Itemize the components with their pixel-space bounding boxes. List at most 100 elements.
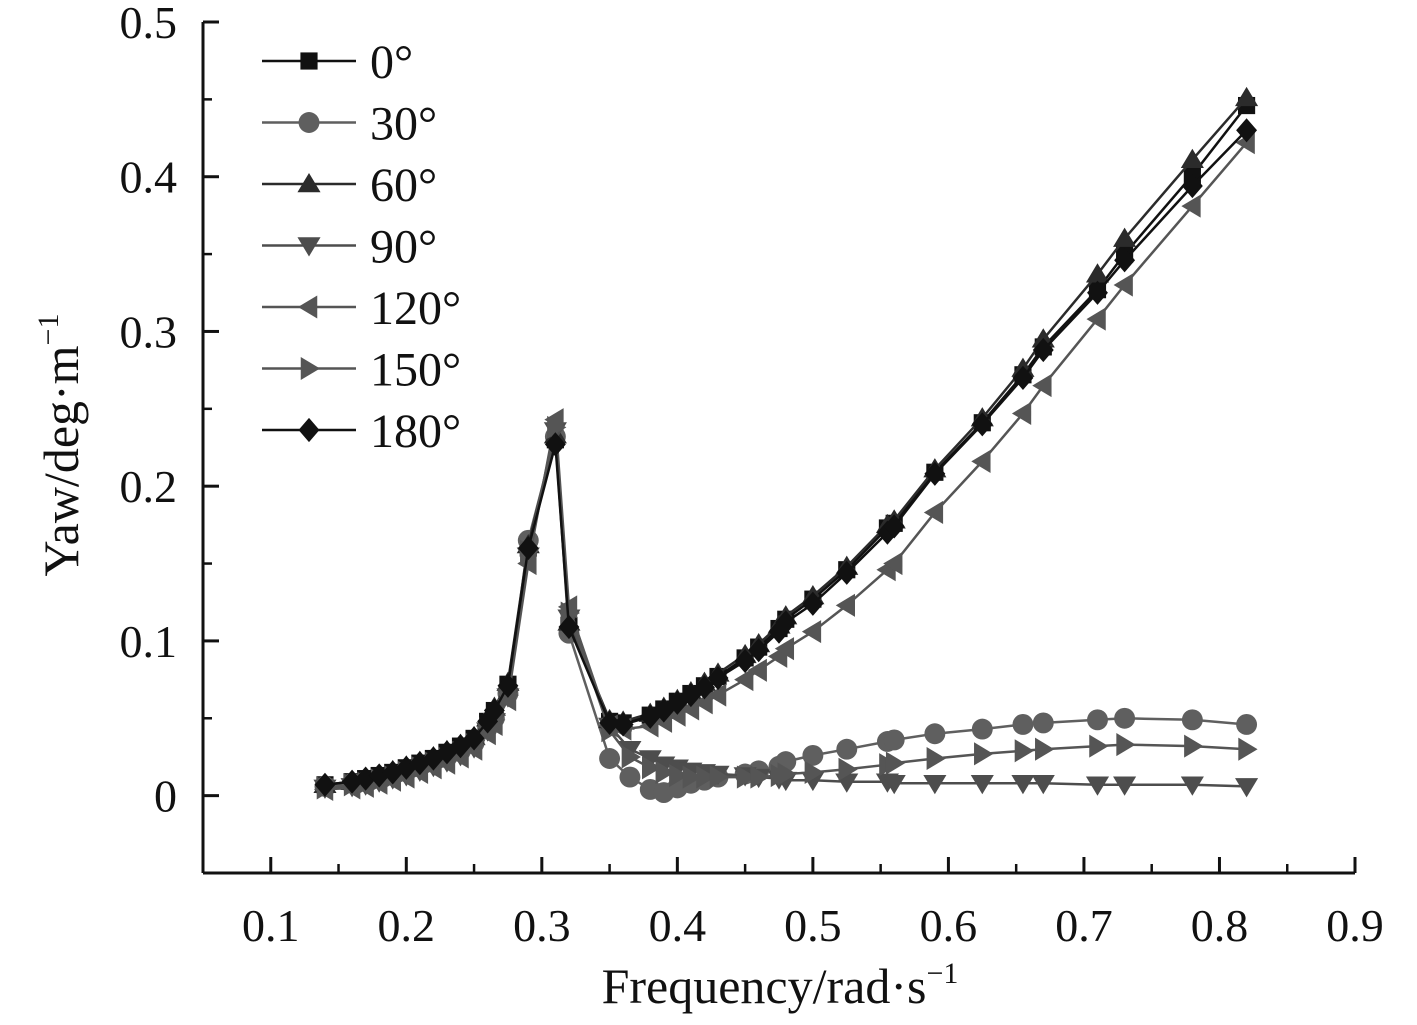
data-point xyxy=(1114,248,1136,273)
data-point xyxy=(707,665,729,691)
data-point xyxy=(560,601,580,625)
data-point xyxy=(1114,707,1136,729)
data-point xyxy=(619,766,641,788)
data-point xyxy=(1032,374,1052,398)
data-point xyxy=(544,432,566,457)
data-point xyxy=(1235,86,1259,107)
data-point xyxy=(838,757,858,781)
data-point xyxy=(653,698,675,723)
data-point xyxy=(655,760,675,784)
y-tick-label: 0.2 xyxy=(120,461,178,512)
y-tick-label: 0.1 xyxy=(120,616,178,667)
series-line xyxy=(324,141,1248,791)
series-line xyxy=(324,129,1248,787)
data-point xyxy=(641,756,662,780)
data-point xyxy=(801,620,822,644)
legend-marker xyxy=(297,237,321,257)
data-point xyxy=(802,744,824,766)
data-point xyxy=(971,449,991,473)
legend-label: 0° xyxy=(370,36,413,89)
data-point xyxy=(547,415,567,439)
data-point xyxy=(747,658,767,682)
series-4 xyxy=(313,131,1255,801)
series-6 xyxy=(314,118,1258,797)
data-point xyxy=(1011,401,1032,426)
legend-label: 30° xyxy=(370,98,437,151)
series-line xyxy=(324,104,1248,787)
y-tick-label: 0.3 xyxy=(120,306,178,357)
data-point xyxy=(1235,778,1259,798)
data-point xyxy=(368,763,390,788)
data-point xyxy=(1113,227,1137,247)
legend-marker xyxy=(298,417,320,443)
data-point xyxy=(1236,714,1258,735)
data-point xyxy=(883,729,905,751)
x-axis-title: Frequency/rad·s−1 xyxy=(602,957,959,1014)
data-point xyxy=(924,461,946,486)
data-point xyxy=(694,675,715,700)
data-point xyxy=(885,751,906,775)
data-point xyxy=(883,551,903,576)
data-point xyxy=(924,723,946,745)
data-point xyxy=(1012,365,1034,390)
data-point xyxy=(450,734,471,759)
data-point xyxy=(734,668,754,692)
x-tick-label: 0.8 xyxy=(1191,900,1249,951)
data-point xyxy=(923,775,947,795)
x-axis-title-superscript: −1 xyxy=(926,957,958,990)
data-point xyxy=(1238,737,1258,761)
data-point xyxy=(1086,307,1106,331)
data-point xyxy=(693,691,713,715)
y-axis-title-superscript: −1 xyxy=(32,314,65,346)
legend-marker xyxy=(298,112,320,133)
data-point xyxy=(314,772,336,797)
data-point xyxy=(709,765,730,789)
data-point xyxy=(1032,337,1054,363)
legend-entry: 120° xyxy=(262,282,461,335)
legend-label: 60° xyxy=(370,159,437,212)
data-point xyxy=(923,500,944,525)
x-axis-title-text: Frequency/rad·s xyxy=(602,958,927,1014)
data-point xyxy=(1031,775,1055,795)
legend-marker xyxy=(297,173,321,193)
data-point xyxy=(835,593,856,617)
data-point xyxy=(777,762,797,786)
data-point xyxy=(696,765,716,789)
data-point xyxy=(882,775,906,795)
data-point xyxy=(926,746,946,771)
data-point xyxy=(436,740,458,765)
legend-label: 150° xyxy=(370,344,461,397)
data-point xyxy=(1087,280,1108,305)
y-tick-label: 0.5 xyxy=(120,0,178,48)
data-point xyxy=(748,638,770,663)
data-point xyxy=(341,769,363,794)
data-point xyxy=(682,765,702,789)
series-layer xyxy=(313,86,1259,803)
legend: 0° 30° 60° 90° 120° 150° 180° xyxy=(262,36,461,458)
x-tick-label: 0.3 xyxy=(513,900,571,951)
y-tick-label: 0.4 xyxy=(120,152,178,203)
data-point xyxy=(1113,776,1137,796)
data-point xyxy=(1087,709,1108,731)
x-tick-label: 0.1 xyxy=(242,900,300,951)
x-tick-label: 0.7 xyxy=(1055,900,1113,951)
data-point xyxy=(1032,712,1054,734)
data-point xyxy=(1089,734,1109,758)
series-line xyxy=(324,96,1248,787)
data-point xyxy=(463,726,485,751)
data-point xyxy=(1014,739,1034,763)
data-point xyxy=(971,718,993,740)
legend-marker xyxy=(298,295,318,319)
x-tick-label: 0.9 xyxy=(1326,900,1384,951)
legend-marker xyxy=(300,52,318,70)
data-point xyxy=(558,614,580,640)
y-axis-title: Yaw/deg·m−1 xyxy=(32,314,89,577)
data-point xyxy=(612,712,634,737)
data-point xyxy=(1181,194,1201,218)
data-point xyxy=(621,745,641,769)
data-point xyxy=(750,765,770,789)
data-point xyxy=(1180,776,1204,796)
data-point xyxy=(836,560,858,585)
legend-marker xyxy=(300,356,320,381)
